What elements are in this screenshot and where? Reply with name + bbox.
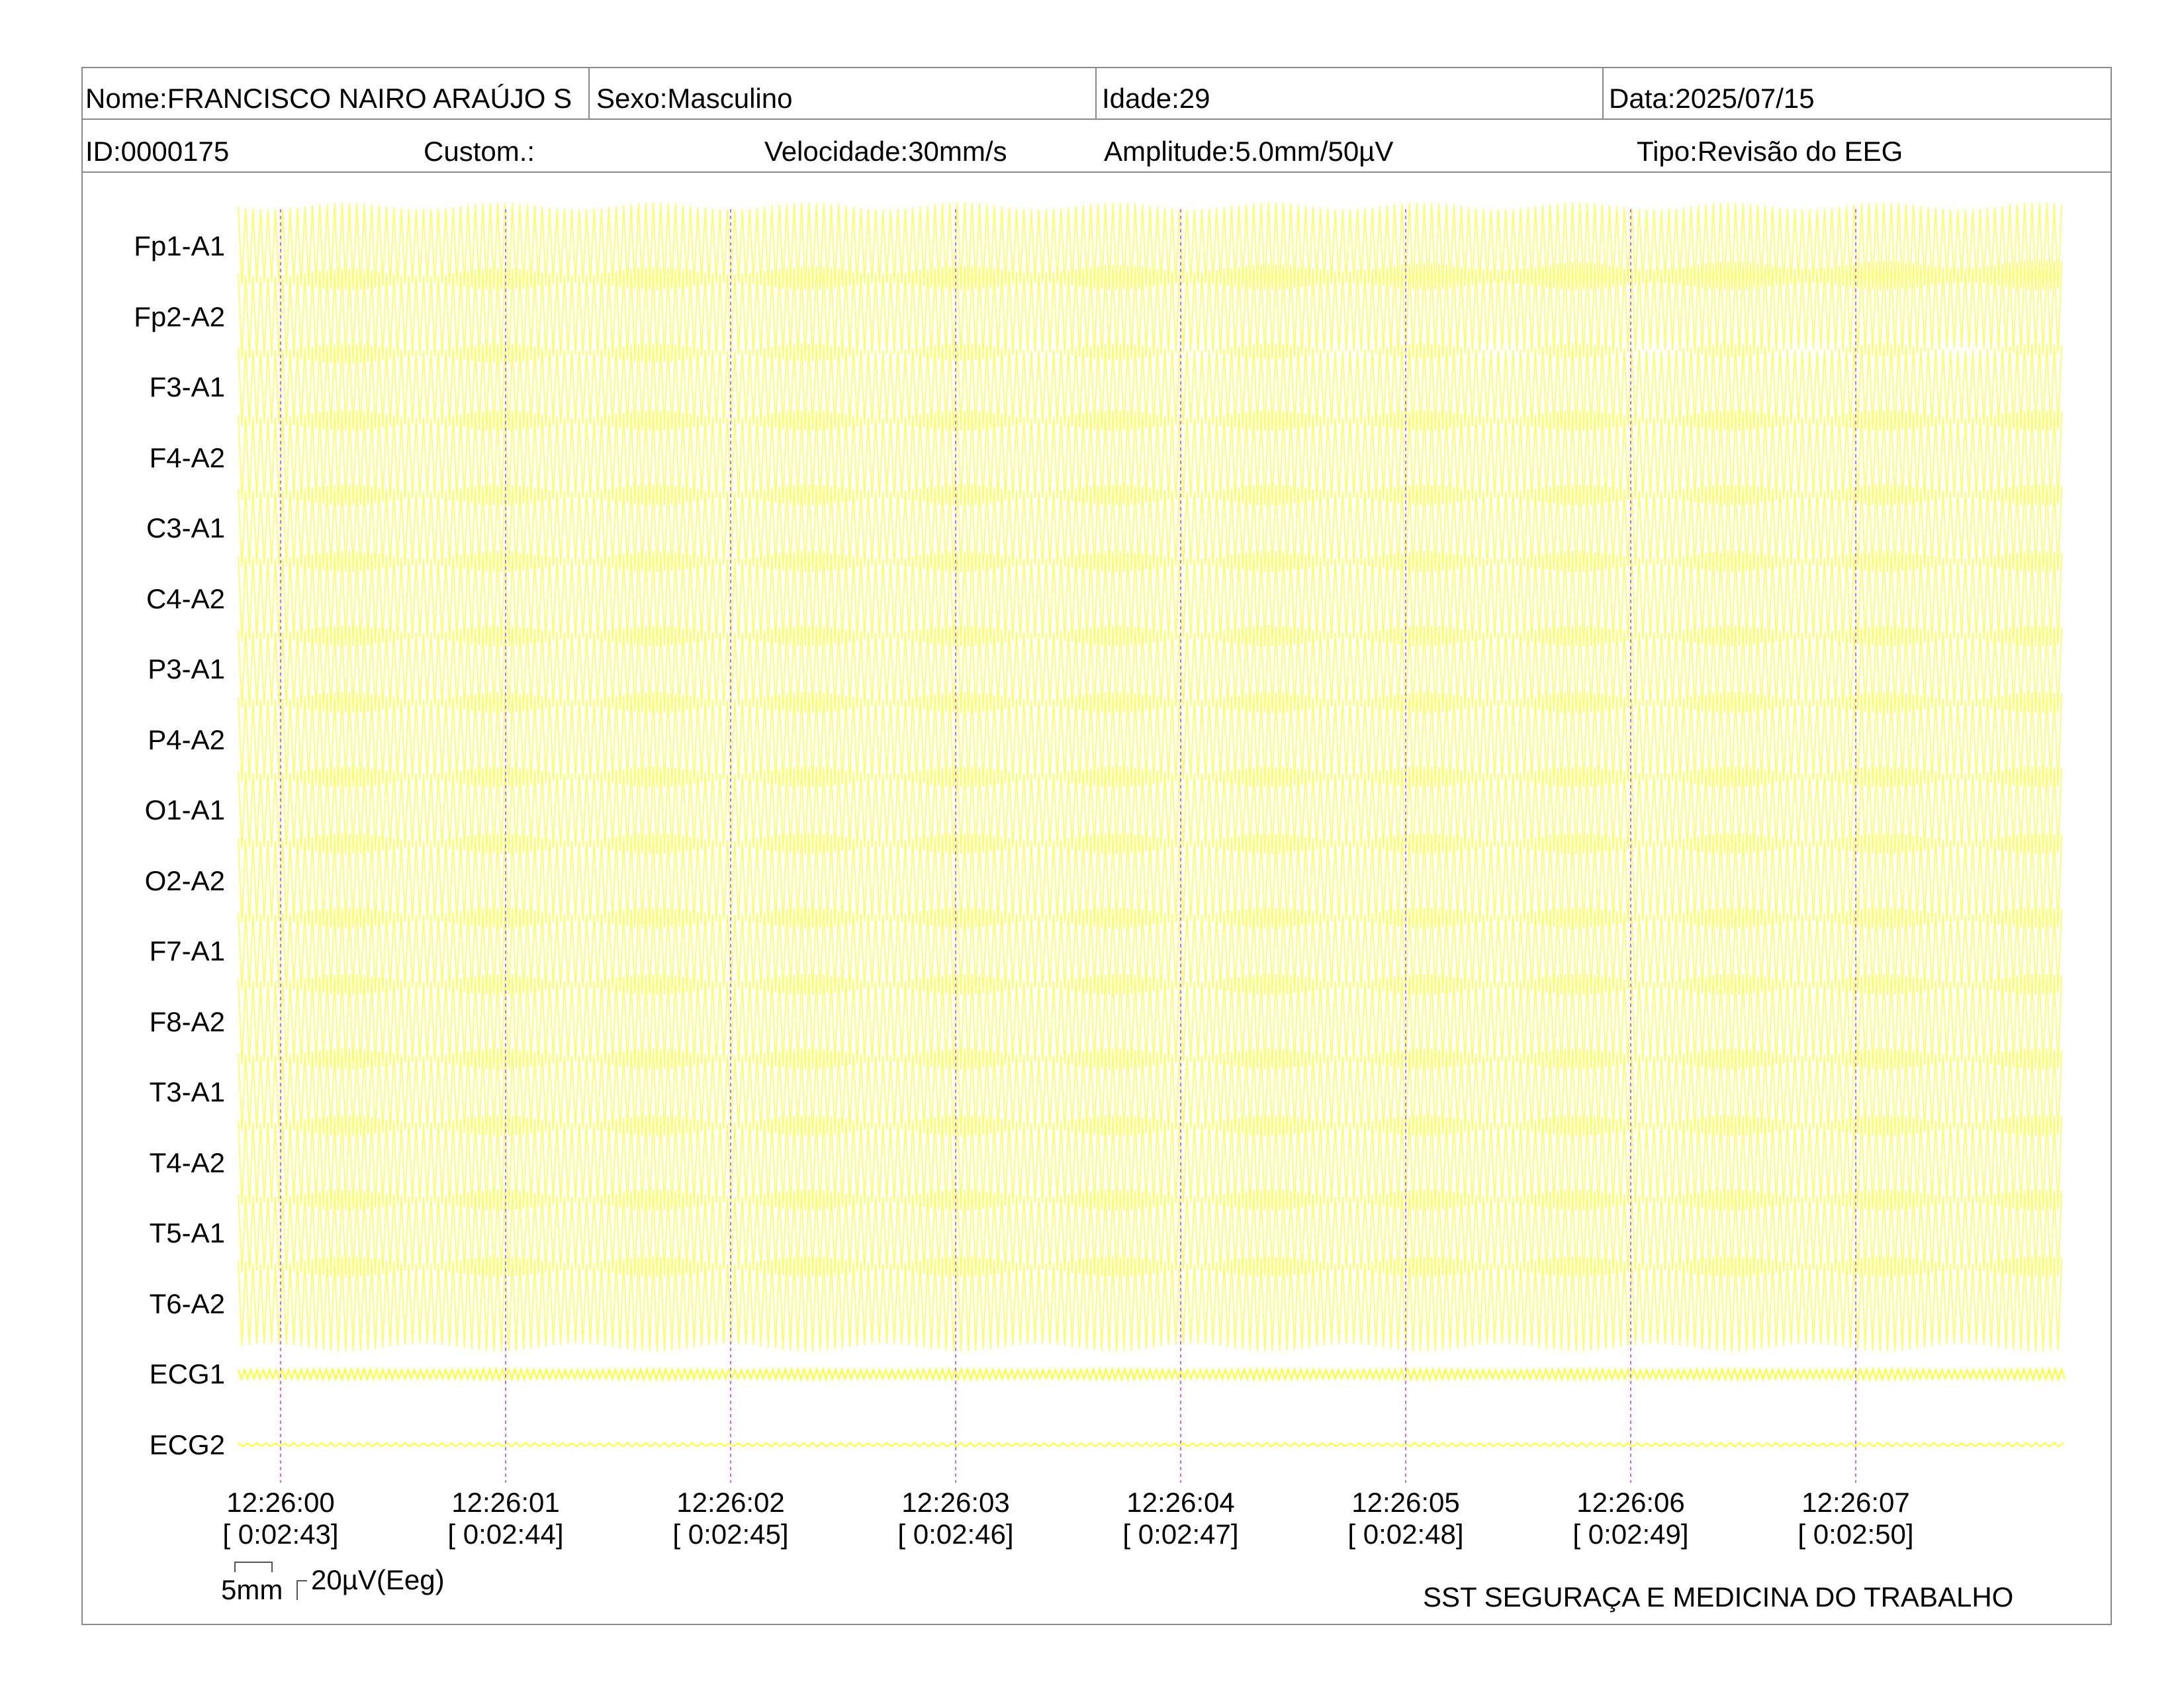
patient-age: Idade:29 xyxy=(1102,83,1210,114)
channel-label: P4-A2 xyxy=(148,724,225,755)
timestamp-elapsed: [ 0:02:45] xyxy=(672,1519,789,1550)
timestamp-clock: 12:26:06 xyxy=(1576,1487,1685,1518)
header-row-patient: Nome:FRANCISCO NAIRO ARAÚJO S Sexo:Mascu… xyxy=(81,67,2112,120)
header-divider xyxy=(1095,67,1097,118)
timestamp-clock: 12:26:00 xyxy=(226,1487,335,1518)
channel-trace xyxy=(238,907,2062,996)
channel-trace xyxy=(238,833,2062,929)
channel-trace xyxy=(238,410,2062,506)
review-type: Tipo:Revisão do EEG xyxy=(1637,136,1903,167)
time-scale-bracket xyxy=(234,1562,273,1572)
channel-label: O2-A2 xyxy=(144,865,225,896)
channel-label: F3-A1 xyxy=(149,371,225,402)
timestamp-clock: 12:26:03 xyxy=(901,1487,1010,1518)
channel-label: F8-A2 xyxy=(149,1006,225,1037)
channel-label: T4-A2 xyxy=(149,1147,225,1178)
channel-trace xyxy=(238,484,2062,573)
header-divider xyxy=(1602,67,1604,118)
patient-sex: Sexo:Masculino xyxy=(596,83,793,114)
time-scale-label: 5mm xyxy=(221,1574,283,1605)
patient-id: ID:0000175 xyxy=(85,136,230,167)
channel-trace xyxy=(238,1189,2062,1278)
channel-label: P3-A1 xyxy=(148,653,225,684)
channel-trace xyxy=(238,766,2062,855)
channel-trace xyxy=(238,551,2062,647)
channel-label: Fp1-A1 xyxy=(134,230,225,261)
channel-trace xyxy=(238,1048,2062,1137)
custom-field: Custom.: xyxy=(424,136,535,167)
channel-trace xyxy=(238,1256,2062,1352)
patient-name: Nome:FRANCISCO NAIRO ARAÚJO S xyxy=(85,83,572,114)
channel-label: T5-A1 xyxy=(149,1217,225,1248)
timestamp-clock: 12:26:04 xyxy=(1126,1487,1235,1518)
report-frame xyxy=(81,67,2112,1625)
channel-trace xyxy=(237,1366,2066,1382)
channel-trace xyxy=(238,1442,2064,1448)
channel-label: F4-A2 xyxy=(149,442,225,473)
amplitude-setting: Amplitude:5.0mm/50µV xyxy=(1104,136,1394,167)
exam-date: Data:2025/07/15 xyxy=(1609,83,1815,114)
channel-label: ECG2 xyxy=(149,1429,225,1460)
timestamp-elapsed: [ 0:02:50] xyxy=(1797,1519,1914,1550)
channel-trace xyxy=(238,974,2062,1070)
timestamp-clock: 12:26:07 xyxy=(1801,1487,1910,1518)
channel-label: Fp2-A2 xyxy=(134,301,225,332)
channel-trace xyxy=(238,625,2062,714)
channel-label: T6-A2 xyxy=(149,1288,225,1319)
timestamp-clock: 12:26:01 xyxy=(451,1487,560,1518)
channel-trace xyxy=(238,1115,2062,1211)
channel-trace xyxy=(238,202,2062,291)
channel-trace xyxy=(238,259,2062,364)
channel-trace xyxy=(238,692,2062,788)
header-divider xyxy=(588,67,590,118)
timestamp-elapsed: [ 0:02:49] xyxy=(1572,1519,1689,1550)
channel-label: F7-A1 xyxy=(149,935,225,966)
timestamp-clock: 12:26:05 xyxy=(1351,1487,1460,1518)
speed-setting: Velocidade:30mm/s xyxy=(764,136,1007,167)
timestamp-elapsed: [ 0:02:47] xyxy=(1122,1519,1239,1550)
timestamp-elapsed: [ 0:02:44] xyxy=(447,1519,564,1550)
timestamp-elapsed: [ 0:02:43] xyxy=(222,1519,339,1550)
timestamp-clock: 12:26:02 xyxy=(676,1487,785,1518)
clinic-footer: SST SEGURAÇA E MEDICINA DO TRABALHO xyxy=(1423,1581,2014,1613)
header-row-exam: ID:0000175 Custom.: Velocidade:30mm/s Am… xyxy=(81,120,2112,173)
voltage-scale-mark xyxy=(296,1580,307,1600)
channel-label: O1-A1 xyxy=(144,794,225,825)
channel-label: ECG1 xyxy=(149,1358,225,1389)
channel-trace xyxy=(238,343,2062,432)
channel-label: T3-A1 xyxy=(149,1076,225,1107)
voltage-scale-label: 20µV(Eeg) xyxy=(311,1564,445,1595)
channel-label: C4-A2 xyxy=(146,583,225,614)
timestamp-elapsed: [ 0:02:46] xyxy=(897,1519,1014,1550)
timestamp-elapsed: [ 0:02:48] xyxy=(1347,1519,1464,1550)
channel-label: C3-A1 xyxy=(146,512,225,543)
